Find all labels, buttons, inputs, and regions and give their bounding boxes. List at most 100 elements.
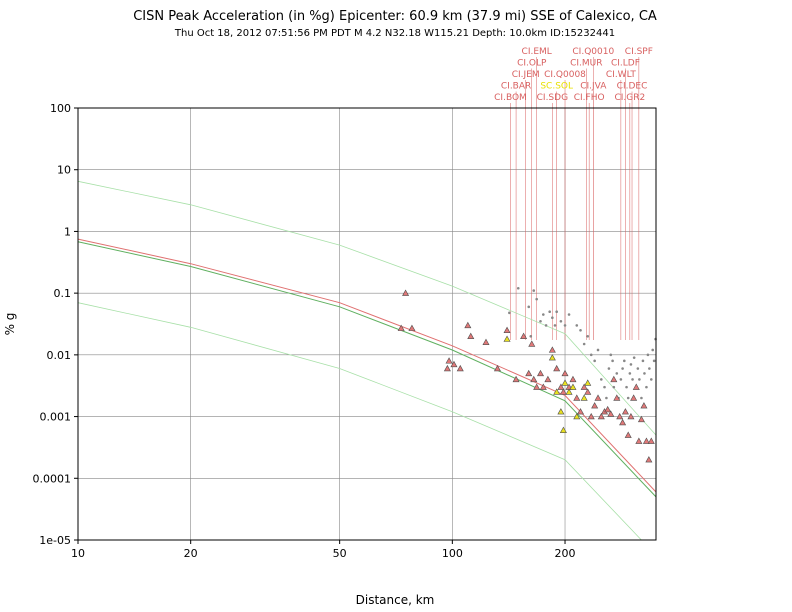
- gray-point: [649, 378, 653, 381]
- gray-point: [623, 359, 626, 363]
- gray-point: [567, 313, 571, 316]
- gray-point: [553, 324, 557, 327]
- station-label: CI.BAR: [501, 82, 531, 92]
- red-triangle: [624, 431, 632, 438]
- gray-point: [646, 353, 650, 357]
- station-label: CI.Q0008: [544, 70, 586, 80]
- gray-point: [611, 359, 614, 363]
- gray-point: [535, 297, 538, 301]
- red-triangle: [464, 321, 472, 329]
- red-triangle: [642, 437, 650, 444]
- station-label: CI.WLT: [606, 70, 636, 80]
- red-triangle: [561, 369, 569, 377]
- red-triangle: [445, 357, 453, 364]
- gray-point: [643, 372, 646, 375]
- y-tick-label: 0.0001: [33, 472, 72, 485]
- gray-point: [641, 359, 645, 363]
- red-triangle: [443, 364, 451, 372]
- y-tick-label: 1e-05: [39, 534, 71, 547]
- gray-point: [640, 396, 643, 400]
- gray-point: [548, 310, 551, 314]
- red-triangle: [559, 388, 567, 395]
- gray-point: [645, 385, 648, 389]
- gray-point: [544, 324, 548, 327]
- yellow-triangle: [565, 388, 573, 395]
- red-triangle: [544, 375, 552, 383]
- red-triangle: [553, 364, 561, 372]
- gray-point: [615, 372, 619, 375]
- y-tick-label: 0.01: [47, 349, 72, 362]
- chart-subtitle: Thu Oct 18, 2012 07:51:56 PM PDT M 4.2 N…: [174, 28, 615, 39]
- red-triangle: [597, 412, 605, 420]
- gray-point: [579, 328, 582, 332]
- gray-point: [631, 378, 634, 381]
- red-triangle: [569, 375, 577, 383]
- yellow-triangle: [569, 383, 577, 390]
- station-label: CI.DEC: [617, 82, 648, 92]
- red-triangle: [408, 324, 416, 331]
- red-triangle: [645, 456, 653, 463]
- red-triangle: [647, 437, 655, 444]
- gray-point: [529, 334, 533, 338]
- gray-point: [539, 319, 542, 323]
- chart-title: CISN Peak Acceleration (in %g) Epicenter…: [133, 9, 657, 24]
- gray-point: [607, 367, 611, 370]
- light-green-curve: [77, 180, 657, 436]
- gray-point: [551, 316, 554, 320]
- gray-point: [508, 311, 511, 315]
- x-tick-label: 200: [555, 547, 576, 560]
- red-triangle: [450, 360, 458, 368]
- red-triangle: [536, 369, 545, 377]
- red-triangle: [619, 418, 627, 426]
- red-triangle: [577, 408, 585, 415]
- red-triangle: [402, 289, 410, 296]
- red-triangle: [607, 410, 615, 417]
- red-triangle: [573, 394, 581, 401]
- y-tick-label: 1: [64, 225, 71, 238]
- yellow-triangle: [584, 379, 592, 386]
- red-triangle: [493, 364, 501, 372]
- red-triangle: [621, 408, 629, 415]
- red-triangle: [557, 383, 565, 390]
- red-triangle: [630, 394, 638, 401]
- gray-point: [516, 286, 520, 290]
- station-label: CI.JEM: [512, 70, 540, 80]
- y-tick-label: 0.1: [54, 287, 72, 300]
- gray-point: [596, 348, 600, 352]
- red-triangle: [637, 415, 645, 423]
- station-label: CI.GR2: [614, 93, 645, 103]
- yellow-triangle: [503, 335, 511, 342]
- yellow-triangle: [580, 394, 588, 401]
- x-tick-label: 100: [442, 547, 463, 560]
- red-triangle: [467, 332, 475, 339]
- y-tick-label: 10: [57, 164, 71, 177]
- gray-point: [629, 363, 633, 366]
- yellow-triangle: [553, 388, 561, 395]
- gray-point: [651, 348, 655, 352]
- red-triangle: [587, 412, 595, 420]
- yellow-triangle: [573, 412, 581, 420]
- yellow-triangle-series: [503, 335, 592, 433]
- x-axis-label: Distance, km: [356, 593, 435, 607]
- red-triangle: [610, 375, 618, 383]
- station-label: CI.FHO: [574, 93, 605, 103]
- station-label: CI.JVA: [580, 82, 607, 92]
- gray-point: [628, 372, 632, 375]
- gray-point: [559, 319, 563, 323]
- plot-frame: [77, 107, 657, 541]
- red-triangle: [528, 340, 536, 347]
- red-triangle: [520, 332, 528, 339]
- red-triangle: [525, 369, 533, 377]
- gray-point: [593, 359, 596, 363]
- gray-point: [575, 324, 579, 327]
- red-triangle: [627, 412, 635, 420]
- station-label: CI.Q0010: [572, 47, 614, 57]
- red-triangle: [594, 394, 602, 401]
- gray-point: [638, 378, 641, 381]
- gray-point: [652, 359, 656, 363]
- gray-point: [527, 305, 531, 309]
- station-label: CI.SDG: [537, 93, 568, 103]
- red-triangle: [591, 402, 599, 409]
- green-curve: [77, 241, 657, 498]
